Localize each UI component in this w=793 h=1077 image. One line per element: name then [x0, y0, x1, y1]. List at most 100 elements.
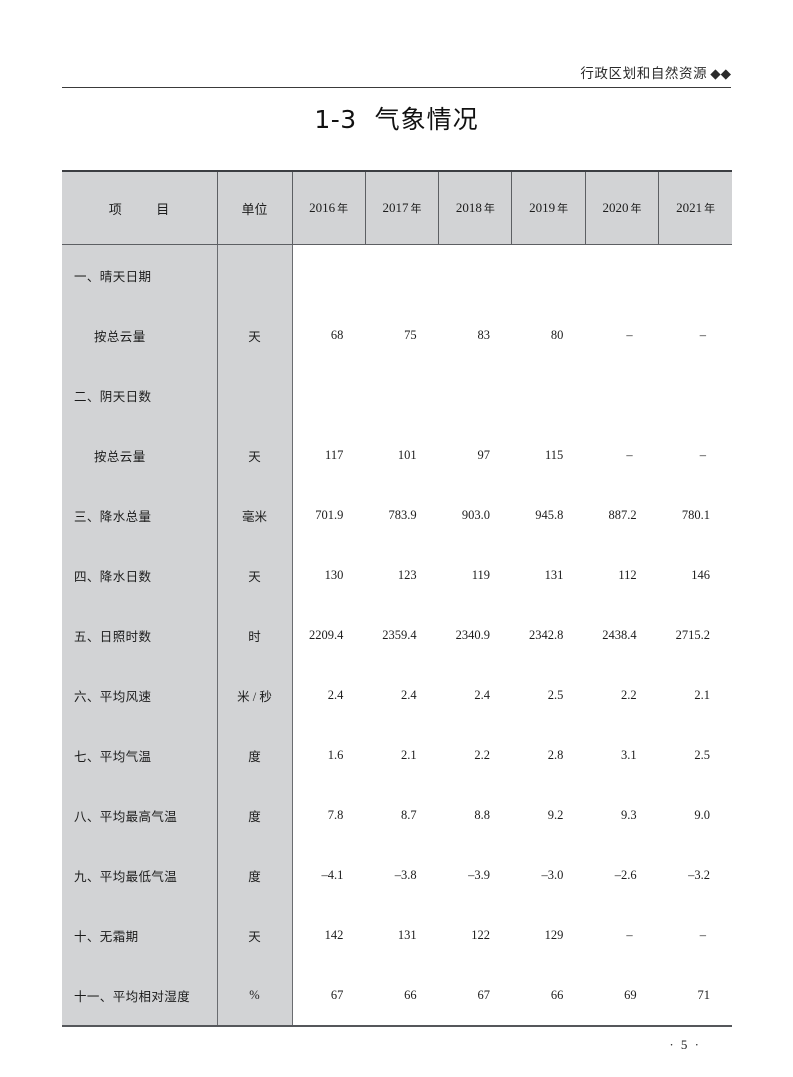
row-unit: 天: [217, 905, 293, 965]
table-row: 三、降水总量 毫米 701.9 783.9 903.0 945.8 887.2 780.1: [62, 485, 732, 545]
row-item-label: 四、降水日数: [62, 545, 218, 605]
cell-value: 2.4: [438, 665, 512, 725]
table-row: 九、平均最低气温度 –4.1 –3.8 –3.9 –3.0 –2.6 –3.2: [62, 845, 732, 905]
cell-value: 9.3: [585, 785, 659, 845]
row-item-label: 六、平均风速: [62, 665, 218, 725]
column-header-item-a: 项: [108, 201, 123, 217]
cell-value: [365, 244, 439, 305]
cell-value: –: [585, 425, 659, 485]
cell-value: 123: [365, 545, 439, 605]
cell-value: 115: [511, 425, 586, 485]
cell-value: 945.8: [511, 485, 586, 545]
table-row: 按总云量天 117 101 97 115– –: [62, 425, 732, 485]
cell-value: 75: [365, 305, 439, 365]
cell-value: 2.8: [511, 725, 586, 785]
cell-value: [658, 365, 732, 425]
statistics-table: 项目 单位 2016 年 2017 年 2018 年 2019 年: [62, 170, 732, 1025]
cell-value: 2209.4: [292, 605, 366, 665]
cell-value: –3.8: [365, 845, 439, 905]
row-unit: 天: [217, 425, 293, 485]
cell-value: 8.7: [365, 785, 439, 845]
cell-value: 2.5: [658, 725, 732, 785]
cell-value: 66: [365, 965, 439, 1025]
cell-value: [438, 365, 512, 425]
page-number: · 5 ·: [669, 1037, 701, 1052]
cell-value: 83: [438, 305, 512, 365]
table-row: 四、降水日数天 130 123 119 131 112 146: [62, 545, 732, 605]
cell-value: –: [658, 425, 732, 485]
row-item-label: 五、日照时数: [62, 605, 218, 665]
cell-value: 2.5: [511, 665, 586, 725]
header-row: 项目 单位 2016 年 2017 年 2018 年 2019 年: [62, 170, 732, 245]
cell-value: 69: [585, 965, 659, 1025]
cell-value: 9.0: [658, 785, 732, 845]
cell-value: 2359.4: [365, 605, 439, 665]
year-2018-suffix: 年: [483, 203, 495, 215]
cell-value: 101: [365, 425, 439, 485]
column-header-2017: 2017 年: [364, 170, 440, 245]
table-header: 项目 单位 2016 年 2017 年 2018 年 2019 年: [62, 170, 732, 245]
cell-value: 2438.4: [585, 605, 659, 665]
cell-value: 97: [438, 425, 512, 485]
row-item-label: 三、降水总量: [62, 485, 218, 545]
page-footer: · 5 ·: [0, 1037, 731, 1053]
year-2020-label: 2020: [602, 200, 629, 215]
row-unit: 毫米: [217, 485, 293, 545]
column-header-2019: 2019 年: [511, 170, 586, 245]
cell-value: [365, 365, 439, 425]
row-item-label: 七、平均气温: [62, 725, 218, 785]
cell-value: 3.1: [585, 725, 659, 785]
cell-value: –: [658, 905, 732, 965]
row-item-label: 二、阴天日数: [62, 365, 218, 425]
year-2019-suffix: 年: [557, 203, 569, 215]
column-header-2016: 2016 年: [291, 170, 366, 245]
row-item-label: 一、晴天日期: [62, 244, 218, 305]
cell-value: 701.9: [292, 485, 366, 545]
row-item-label: 十一、平均相对湿度: [62, 965, 218, 1025]
column-header-item-b: 目: [156, 201, 170, 217]
cell-value: [658, 244, 732, 305]
cell-value: 142: [292, 905, 366, 965]
table-bottom-rule: [62, 1025, 732, 1028]
table-row: 按总云量天 68 75 83 80– –: [62, 305, 732, 365]
cell-value: 9.2: [511, 785, 586, 845]
cell-value: –3.9: [438, 845, 512, 905]
cell-value: 117: [292, 425, 366, 485]
row-item-label: 九、平均最低气温: [62, 845, 218, 905]
cell-value: –: [585, 905, 659, 965]
cell-value: 2342.8: [511, 605, 586, 665]
year-2016-suffix: 年: [337, 203, 349, 215]
cell-value: 887.2: [585, 485, 659, 545]
cell-value: 783.9: [365, 485, 439, 545]
cell-value: 2.4: [365, 665, 439, 725]
table-row: 八、平均最高气温度 7.8 8.7 8.8 9.2 9.3 9.0: [62, 785, 732, 845]
cell-value: 67: [292, 965, 366, 1025]
cell-value: 71: [658, 965, 732, 1025]
cell-value: 8.8: [438, 785, 512, 845]
row-item-label: 按总云量: [62, 305, 218, 365]
row-unit: %: [217, 965, 293, 1025]
table-row: 六、平均风速米 / 秒 2.4 2.4 2.4 2.5 2.2 2.1: [62, 665, 732, 725]
cell-value: –3.2: [658, 845, 732, 905]
row-unit: 度: [217, 785, 293, 845]
cell-value: 122: [438, 905, 512, 965]
column-header-unit: 单位: [216, 170, 293, 245]
cell-value: 112: [585, 545, 659, 605]
cell-value: 146: [658, 545, 732, 605]
chapter-title-text: 行政区划和自然资源: [580, 66, 708, 82]
column-header-2021: 2021 年: [658, 170, 732, 245]
row-unit: [217, 365, 293, 425]
row-unit: [217, 244, 293, 305]
row-unit: 天: [217, 545, 293, 605]
table-row: 二、阴天日数: [62, 365, 732, 425]
cell-value: 129: [511, 905, 586, 965]
year-2017-suffix: 年: [410, 203, 422, 215]
table-row: 五、日照时数时 2209.4 2359.4 2340.9 2342.8 2438.4 271…: [62, 605, 732, 665]
cell-value: 780.1: [658, 485, 732, 545]
cell-value: [292, 365, 366, 425]
cell-value: 2.1: [365, 725, 439, 785]
column-header-2020: 2020 年: [584, 170, 660, 245]
cell-value: 130: [292, 545, 366, 605]
column-header-unit-label: 单位: [241, 201, 268, 217]
page-title: 1-3 气象情况: [0, 100, 793, 136]
